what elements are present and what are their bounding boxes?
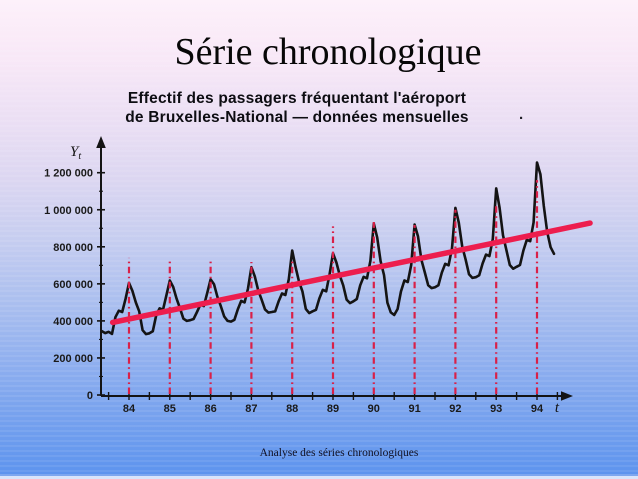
x-axis-label: t (555, 400, 560, 416)
x-axis-arrow (561, 391, 573, 401)
bottom-edge-strip (0, 476, 638, 479)
x-tick-label: 85 (164, 403, 176, 415)
stray-period: . (519, 106, 524, 123)
chart-subtitle: Effectif des passagers fréquentant l'aér… (0, 89, 616, 127)
y-tick-label: 800 000 (53, 242, 93, 254)
trend-line (109, 220, 593, 326)
x-tick-label: 87 (245, 403, 257, 415)
y-axis-arrow (96, 136, 106, 148)
x-tick-label: 94 (531, 403, 544, 415)
subtitle-line-2: de Bruxelles-National — données mensuell… (125, 109, 469, 126)
y-tick-label: 200 000 (53, 353, 93, 365)
y-axis-label: Yt (70, 144, 81, 162)
x-tick-label: 86 (204, 403, 216, 415)
x-tick-label: 90 (368, 403, 380, 415)
subtitle-line-1: Effectif des passagers fréquentant l'aér… (127, 90, 467, 107)
x-tick-label: 91 (408, 403, 420, 415)
y-tick-label: 0 (87, 390, 93, 402)
x-tick-label: 93 (490, 403, 502, 415)
series-passengers-line (100, 161, 556, 336)
slide-title: Série chronologique (174, 31, 482, 73)
slide-footer: Analyse des séries chronologiques (259, 447, 419, 459)
y-tick-label: 1 000 000 (44, 205, 93, 217)
y-tick-label: 1 200 000 (44, 168, 93, 180)
y-tick-label: 600 000 (53, 279, 93, 291)
x-tick-label: 89 (327, 403, 339, 415)
x-tick-label: 84 (123, 403, 136, 415)
bottom-edge-band (0, 474, 638, 476)
x-tick-label: 92 (449, 403, 461, 415)
x-tick-label: 88 (286, 403, 298, 415)
y-tick-label: 400 000 (53, 316, 93, 328)
